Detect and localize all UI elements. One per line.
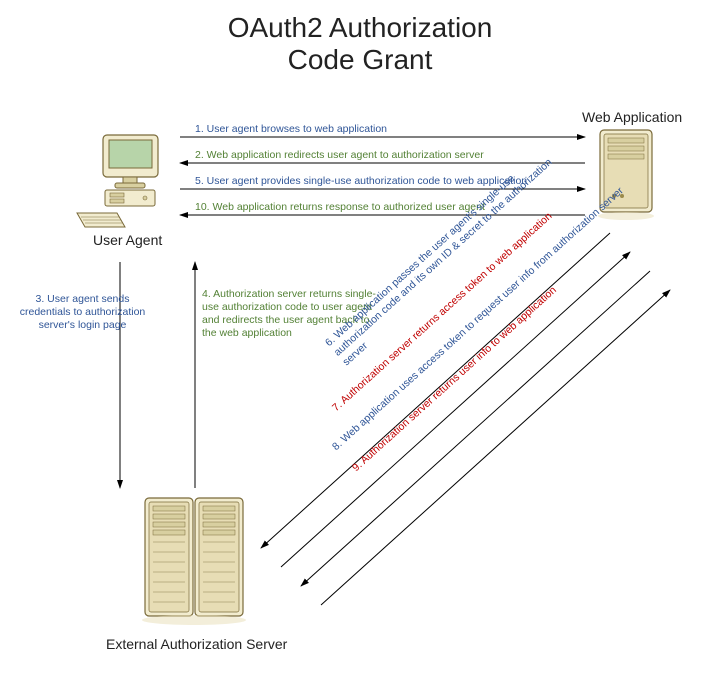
auth-server-icon (142, 498, 246, 625)
auth-server-label: External Authorization Server (106, 636, 287, 652)
msg-2: 2. Web application redirects user agent … (195, 149, 484, 162)
user-agent-icon (77, 135, 158, 227)
user-agent-label: User Agent (93, 232, 162, 248)
msg-3: 3. User agent sends credentials to autho… (15, 293, 150, 332)
msg-10: 10. Web application returns response to … (195, 201, 485, 214)
msg-5: 5. User agent provides single-use author… (195, 175, 527, 188)
web-app-label: Web Application (582, 109, 682, 125)
msg-1: 1. User agent browses to web application (195, 123, 387, 136)
diagram-canvas: { "title": "OAuth2 Authorization\nCode G… (0, 0, 720, 680)
